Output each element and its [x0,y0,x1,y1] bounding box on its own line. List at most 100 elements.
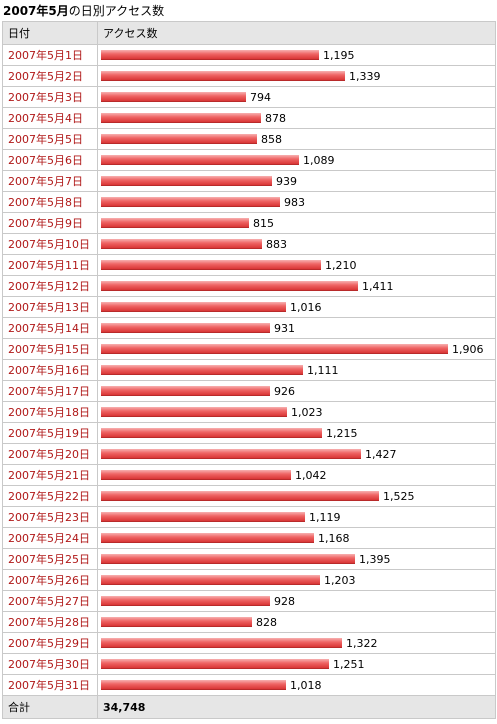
date-cell[interactable]: 2007年5月6日 [2,149,98,171]
data-label: 1,016 [290,300,322,314]
data-label: 1,042 [295,468,327,482]
table-row: 2007年5月10日 883 [2,233,496,255]
bar [101,407,287,418]
date-cell[interactable]: 2007年5月21日 [2,464,98,486]
date-cell[interactable]: 2007年5月9日 [2,212,98,234]
header-access: アクセス数 [97,21,496,45]
date-cell[interactable]: 2007年5月23日 [2,506,98,528]
table-row: 2007年5月6日 1,089 [2,149,496,171]
data-label: 1,906 [452,342,484,356]
bar-cell: 858 [97,128,496,150]
data-label: 878 [265,111,286,125]
data-label: 1,322 [346,636,378,650]
date-cell[interactable]: 2007年5月30日 [2,653,98,675]
table-row: 2007年5月28日 828 [2,611,496,633]
bar-cell: 931 [97,317,496,339]
date-cell[interactable]: 2007年5月11日 [2,254,98,276]
data-label: 858 [261,132,282,146]
data-label: 1,168 [318,531,350,545]
date-cell[interactable]: 2007年5月24日 [2,527,98,549]
date-cell[interactable]: 2007年5月13日 [2,296,98,318]
bar [101,533,314,544]
table-row: 2007年5月3日 794 [2,86,496,108]
date-cell[interactable]: 2007年5月10日 [2,233,98,255]
table-row: 2007年5月5日 858 [2,128,496,150]
bar [101,638,342,649]
bar-cell: 1,111 [97,359,496,381]
bar-cell: 1,411 [97,275,496,297]
data-label: 1,210 [325,258,357,272]
bar-cell: 1,119 [97,506,496,528]
date-cell[interactable]: 2007年5月18日 [2,401,98,423]
table-row: 2007年5月17日 926 [2,380,496,402]
bar [101,302,286,313]
date-cell[interactable]: 2007年5月7日 [2,170,98,192]
bar-cell: 1,168 [97,527,496,549]
date-cell[interactable]: 2007年5月15日 [2,338,98,360]
table-row: 2007年5月25日 1,395 [2,548,496,570]
data-label: 928 [274,594,295,608]
date-cell[interactable]: 2007年5月22日 [2,485,98,507]
bar [101,386,270,397]
table-row: 2007年5月2日 1,339 [2,65,496,87]
data-label: 1,525 [383,489,415,503]
data-label: 794 [250,90,271,104]
data-label: 1,215 [326,426,358,440]
date-cell[interactable]: 2007年5月20日 [2,443,98,465]
total-row: 合計 34,748 [2,695,496,719]
date-cell[interactable]: 2007年5月25日 [2,548,98,570]
bar-cell: 815 [97,212,496,234]
date-cell[interactable]: 2007年5月14日 [2,317,98,339]
bar [101,554,355,565]
data-label: 1,195 [323,48,355,62]
date-cell[interactable]: 2007年5月28日 [2,611,98,633]
date-cell[interactable]: 2007年5月29日 [2,632,98,654]
date-cell[interactable]: 2007年5月19日 [2,422,98,444]
table-row: 2007年5月23日 1,119 [2,506,496,528]
bar-cell: 1,016 [97,296,496,318]
bar-cell: 939 [97,170,496,192]
chart-title: 2007年5月の日別アクセス数 [3,2,164,20]
table-row: 2007年5月4日 878 [2,107,496,129]
data-label: 1,427 [365,447,397,461]
table-row: 2007年5月7日 939 [2,170,496,192]
date-cell[interactable]: 2007年5月26日 [2,569,98,591]
date-cell[interactable]: 2007年5月8日 [2,191,98,213]
table-row: 2007年5月9日 815 [2,212,496,234]
bar [101,113,261,124]
table-row: 2007年5月24日 1,168 [2,527,496,549]
bar [101,344,448,355]
date-cell[interactable]: 2007年5月3日 [2,86,98,108]
data-label: 828 [256,615,277,629]
table-row: 2007年5月12日 1,411 [2,275,496,297]
date-cell[interactable]: 2007年5月27日 [2,590,98,612]
bar-cell: 1,322 [97,632,496,654]
bar [101,260,321,271]
table-row: 2007年5月15日 1,906 [2,338,496,360]
bar-cell: 1,339 [97,65,496,87]
bar-cell: 1,023 [97,401,496,423]
access-table: 日付 アクセス数 2007年5月1日 1,195 2007年5月2日 1,339 200… [2,21,496,719]
bar [101,218,249,229]
bar [101,491,379,502]
date-cell[interactable]: 2007年5月1日 [2,44,98,66]
chart-title-month: 2007年5月 [3,4,69,18]
date-cell[interactable]: 2007年5月31日 [2,674,98,696]
date-cell[interactable]: 2007年5月2日 [2,65,98,87]
data-label: 1,119 [309,510,341,524]
date-cell[interactable]: 2007年5月5日 [2,128,98,150]
table-row: 2007年5月19日 1,215 [2,422,496,444]
date-cell[interactable]: 2007年5月12日 [2,275,98,297]
date-cell[interactable]: 2007年5月16日 [2,359,98,381]
data-label: 1,023 [291,405,323,419]
date-cell[interactable]: 2007年5月17日 [2,380,98,402]
total-value: 34,748 [97,695,496,719]
table-row: 2007年5月14日 931 [2,317,496,339]
data-label: 926 [274,384,295,398]
data-label: 1,111 [307,363,339,377]
data-label: 1,251 [333,657,365,671]
date-cell[interactable]: 2007年5月4日 [2,107,98,129]
bar [101,92,246,103]
bar [101,512,305,523]
